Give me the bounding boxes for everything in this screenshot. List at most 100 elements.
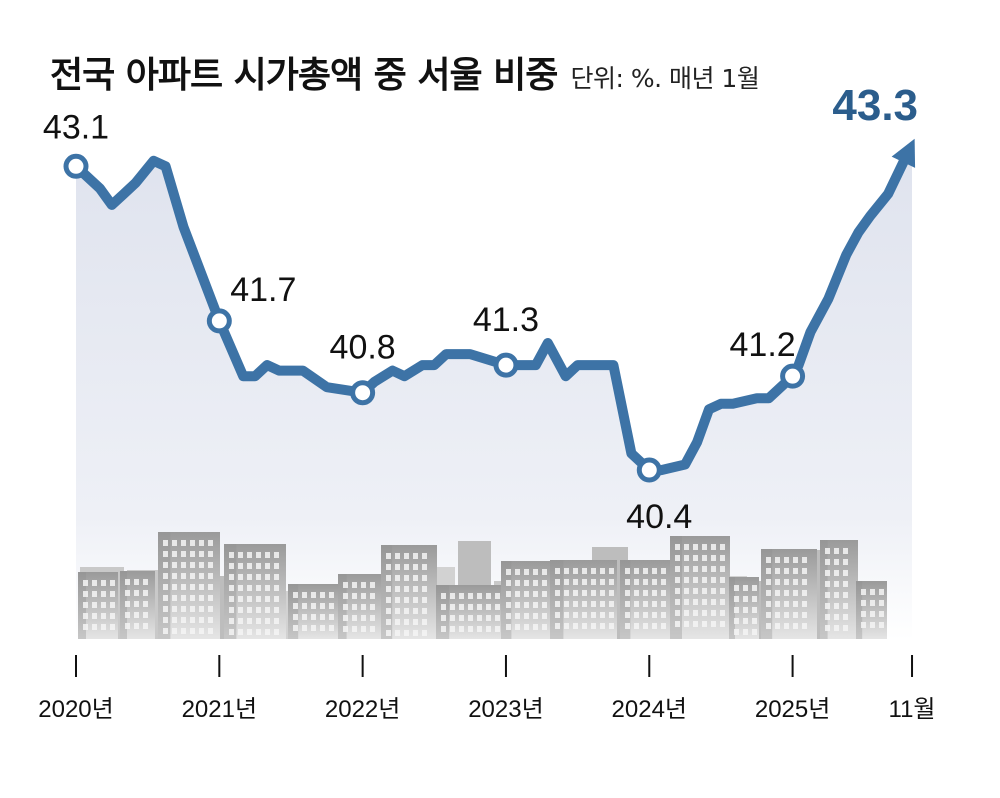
x-tick-label: 2023년 xyxy=(468,696,543,723)
building-window xyxy=(591,568,596,574)
building-window xyxy=(208,540,213,546)
building-window xyxy=(181,617,186,623)
building-shade xyxy=(501,561,512,640)
building-window xyxy=(600,601,605,607)
building-window xyxy=(834,570,839,576)
building-window xyxy=(652,568,657,574)
building-window xyxy=(361,582,366,588)
building-window xyxy=(793,601,798,607)
building-window xyxy=(843,559,848,565)
building-window xyxy=(370,615,375,621)
building-window xyxy=(524,591,529,597)
building-window xyxy=(600,590,605,596)
building-window xyxy=(256,607,261,613)
building-window xyxy=(834,559,839,565)
building-window xyxy=(684,577,689,583)
building-window xyxy=(386,619,391,625)
building-window xyxy=(293,625,298,631)
building-window xyxy=(600,623,605,629)
building-window xyxy=(766,568,771,574)
building-shade xyxy=(856,581,863,640)
building-window xyxy=(711,588,716,594)
building-window xyxy=(229,629,234,635)
building-window xyxy=(92,624,97,630)
building-window xyxy=(555,623,560,629)
building-window xyxy=(734,585,739,591)
building-window xyxy=(825,614,830,620)
building-window xyxy=(591,590,596,596)
building-window xyxy=(775,601,780,607)
building-window xyxy=(625,579,630,585)
building-window xyxy=(256,563,261,569)
building-window xyxy=(181,595,186,601)
building-window xyxy=(870,600,875,606)
building-window xyxy=(163,628,168,634)
building-window xyxy=(404,575,409,581)
building-window xyxy=(422,619,427,625)
building-window xyxy=(395,586,400,592)
building-window xyxy=(793,623,798,629)
building-window xyxy=(802,557,807,563)
building-window xyxy=(843,548,848,554)
building-window xyxy=(652,623,657,629)
building-window xyxy=(693,555,698,561)
building-window xyxy=(256,552,261,558)
building-window xyxy=(110,624,115,630)
building-window xyxy=(702,544,707,550)
building-window xyxy=(311,625,316,631)
building-window xyxy=(591,612,596,618)
building-window xyxy=(83,613,88,619)
building-window xyxy=(361,615,366,621)
building-window xyxy=(711,610,716,616)
building-window xyxy=(625,612,630,618)
building-window xyxy=(265,607,270,613)
building-window xyxy=(582,623,587,629)
building-window xyxy=(441,604,446,610)
building-window xyxy=(208,562,213,568)
building-window xyxy=(555,612,560,618)
building-window xyxy=(229,585,234,591)
building-window xyxy=(684,566,689,572)
building-window xyxy=(468,615,473,621)
building-window xyxy=(247,618,252,624)
x-tick-label: 2024년 xyxy=(612,696,687,723)
building-window xyxy=(515,602,520,608)
building-window xyxy=(506,602,511,608)
building-window xyxy=(361,593,366,599)
building-window xyxy=(302,592,307,598)
building-window xyxy=(208,584,213,590)
building-window xyxy=(247,629,252,635)
building-window xyxy=(675,599,680,605)
building-window xyxy=(661,568,666,574)
building-window xyxy=(163,573,168,579)
building-window xyxy=(734,607,739,613)
building-window xyxy=(422,575,427,581)
building-window xyxy=(693,566,698,572)
building-window xyxy=(693,577,698,583)
building-window xyxy=(766,612,771,618)
building-window xyxy=(825,570,830,576)
building-window xyxy=(825,592,830,598)
building-window xyxy=(743,629,748,635)
building-window xyxy=(238,618,243,624)
building-window xyxy=(343,582,348,588)
building-window xyxy=(190,551,195,557)
building-window xyxy=(92,591,97,597)
building-window xyxy=(181,584,186,590)
building-window xyxy=(573,568,578,574)
building-window xyxy=(702,566,707,572)
building-window xyxy=(634,612,639,618)
building-window xyxy=(238,596,243,602)
building-window xyxy=(477,604,482,610)
city-skyline-illustration xyxy=(78,532,887,640)
building-window xyxy=(274,552,279,558)
building-window xyxy=(582,579,587,585)
building-window xyxy=(320,603,325,609)
building-window xyxy=(684,555,689,561)
building-window xyxy=(199,551,204,557)
building-window xyxy=(643,623,648,629)
building-window xyxy=(302,625,307,631)
building-window xyxy=(843,603,848,609)
building-window xyxy=(386,597,391,603)
building-window xyxy=(573,579,578,585)
